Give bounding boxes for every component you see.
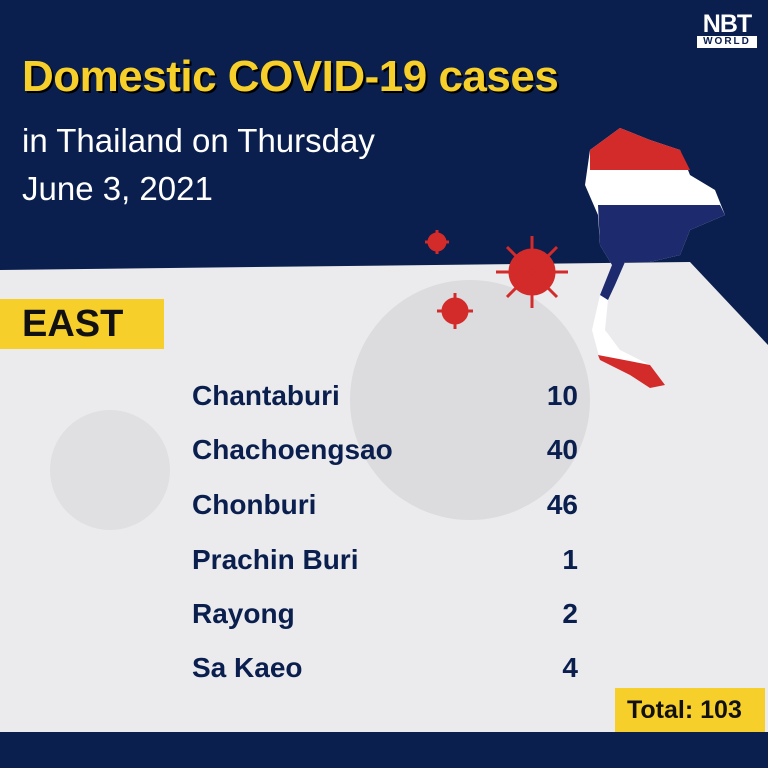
province-row: Prachin Buri 1 [192, 544, 578, 575]
province-row: Chachoengsao 40 [192, 434, 578, 465]
province-row: Rayong 2 [192, 598, 578, 629]
province-row: Chonburi 46 [192, 489, 578, 520]
region-label: EAST [0, 299, 164, 349]
virus-icon [425, 230, 568, 329]
province-row: Sa Kaeo 4 [192, 652, 578, 683]
subtitle-line1: in Thailand on Thursday [22, 122, 375, 159]
nbt-world-logo: NBT WORLD [697, 12, 757, 48]
page-title: Domestic COVID-19 cases [22, 52, 559, 101]
total-badge: Total: 103 [615, 688, 765, 732]
virus-watermark [350, 280, 590, 520]
thailand-flag-map-icon [585, 128, 725, 388]
province-row: Chantaburi 10 [192, 380, 578, 411]
subtitle-date: June 3, 2021 [22, 170, 213, 207]
